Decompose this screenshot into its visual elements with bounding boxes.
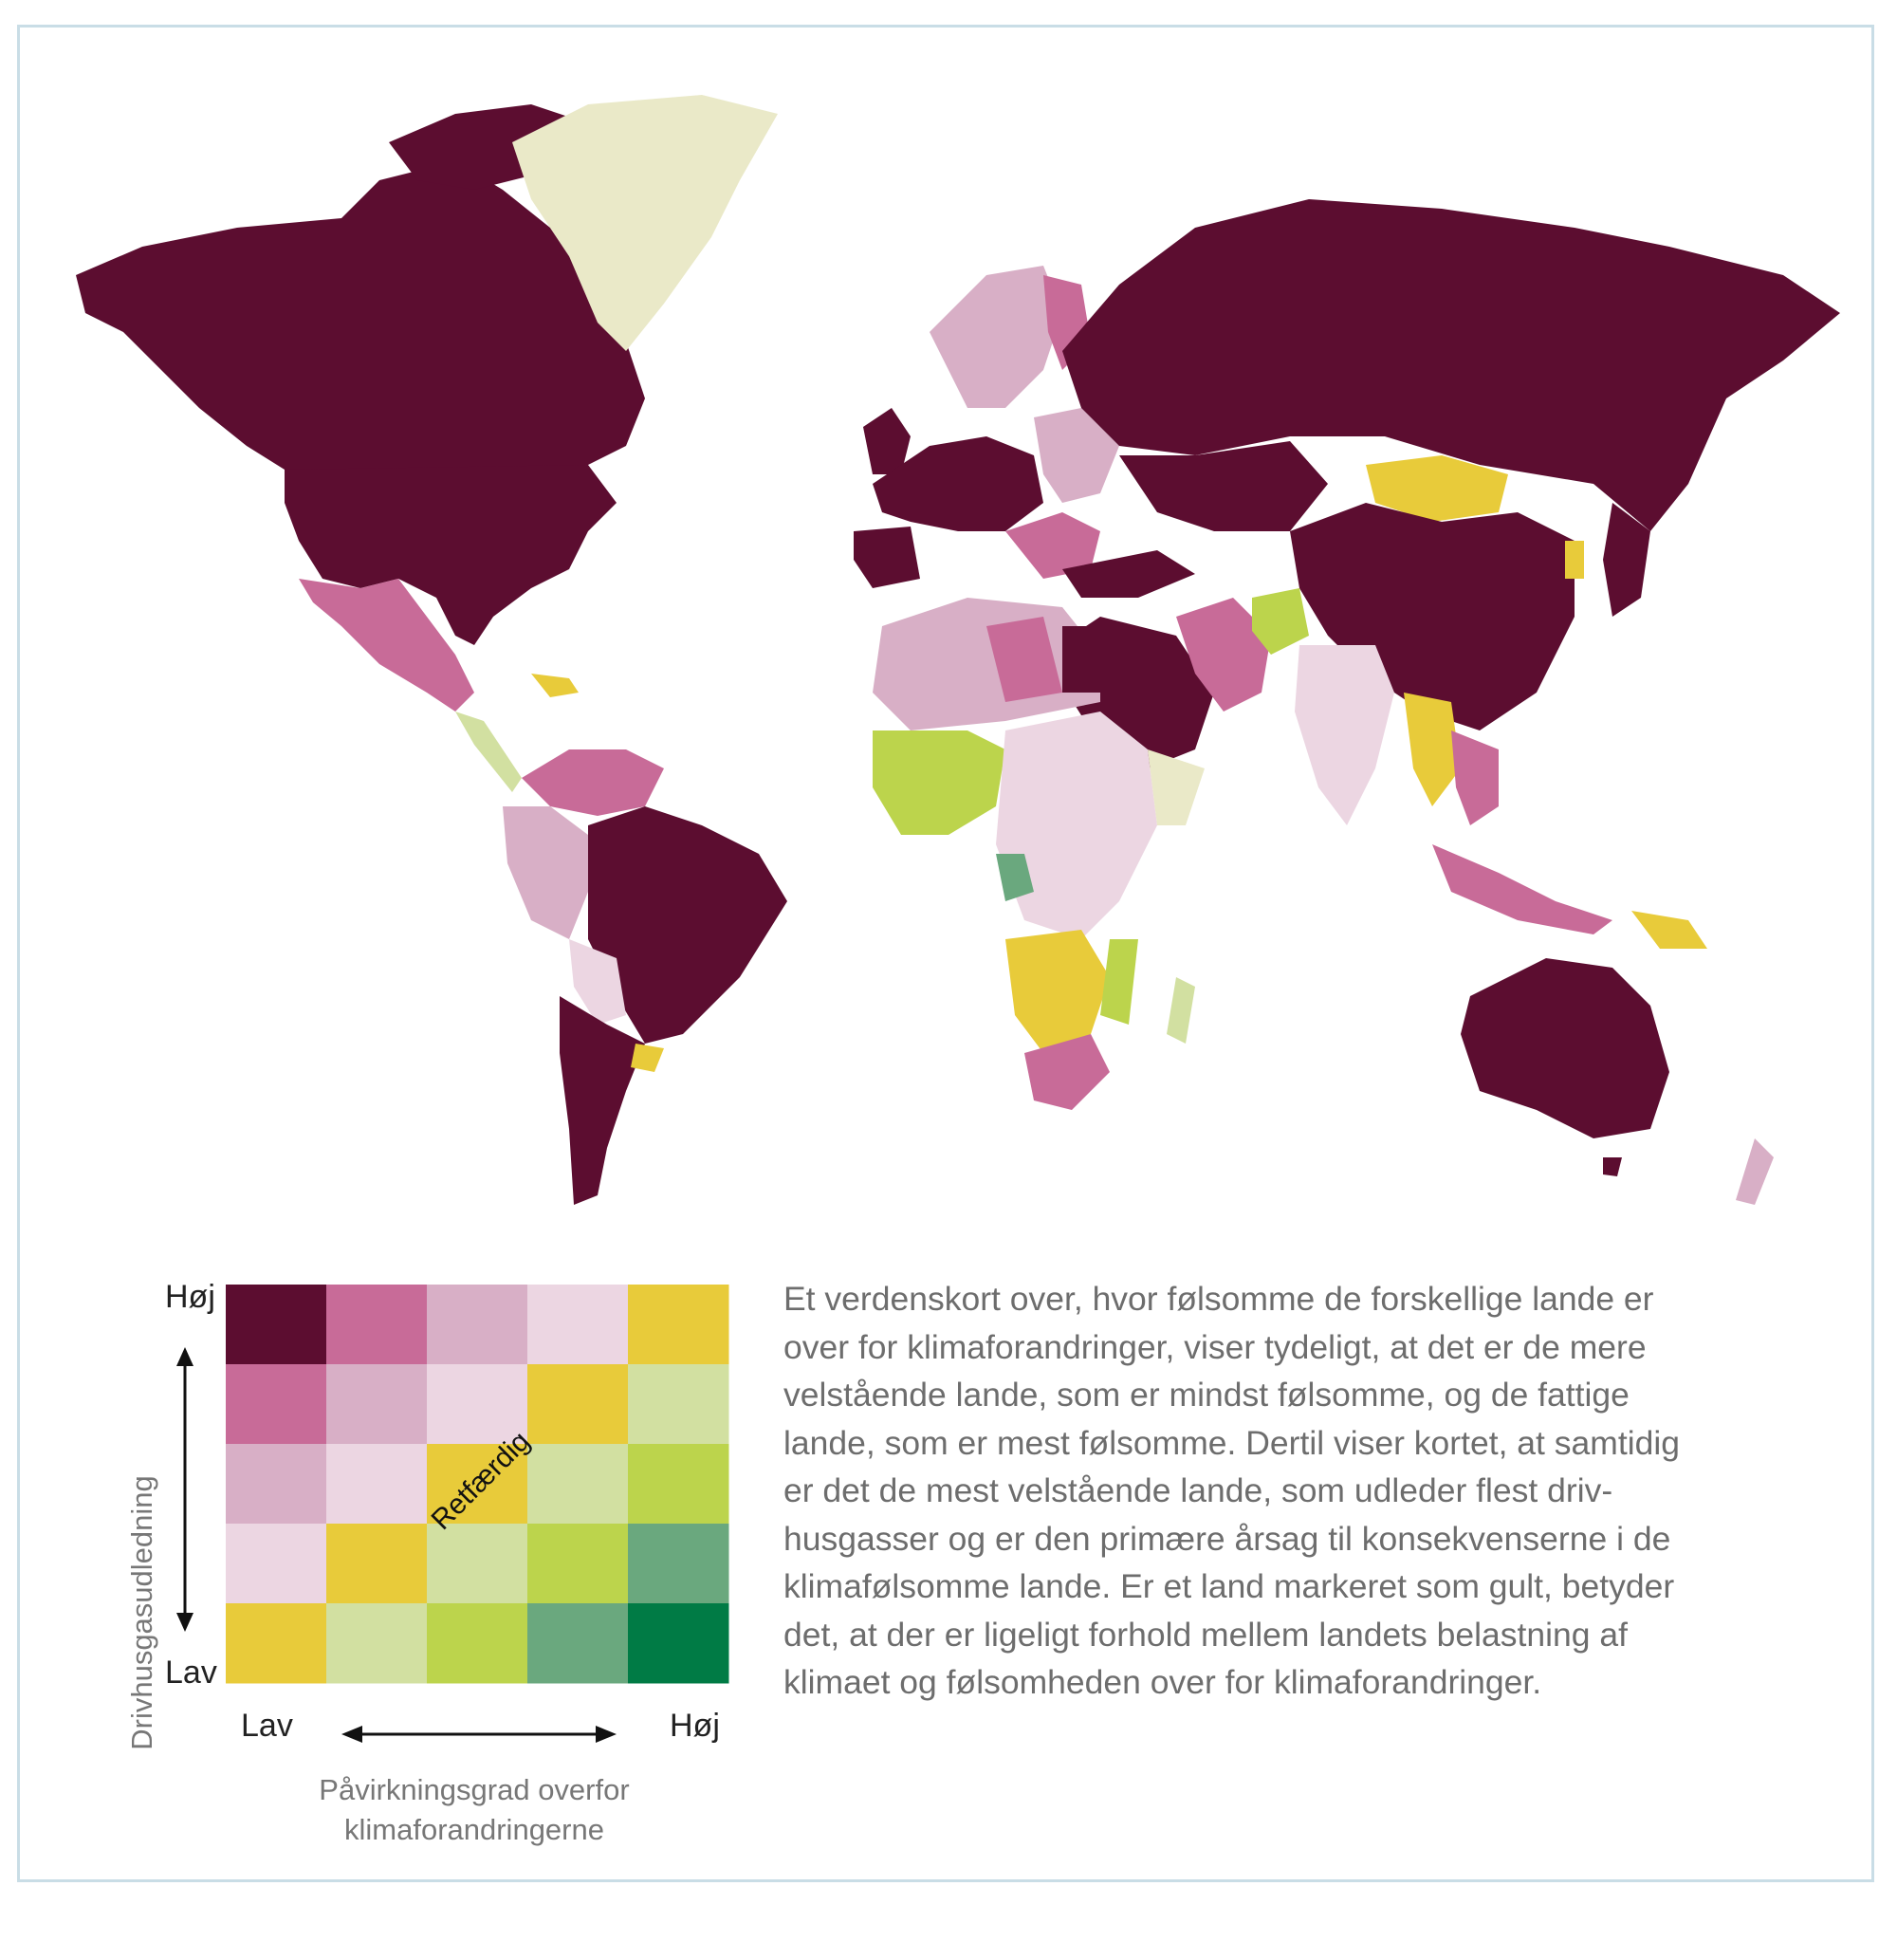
world-map (76, 95, 1840, 1205)
region-horn (1148, 749, 1205, 825)
region-libya (986, 617, 1062, 702)
legend-y-high: Høj (165, 1279, 215, 1315)
legend-x-high: Høj (670, 1708, 720, 1744)
legend-cell (427, 1444, 528, 1525)
region-russia (1062, 199, 1840, 531)
region-mozambique (1100, 939, 1138, 1025)
legend-cell (226, 1285, 327, 1365)
caption: Et verdenskort over, hvor følsomme de fo… (783, 1280, 1680, 1701)
region-egypt (1062, 626, 1119, 693)
legend-cell (527, 1524, 629, 1604)
legend-cell (326, 1603, 428, 1684)
region-southern-africa (1005, 930, 1110, 1053)
region-south-africa (1024, 1034, 1110, 1110)
region-central-africa (996, 712, 1157, 939)
region-korea (1565, 541, 1584, 579)
legend-x-title: Påvirkningsgrad overfor klimaforandringe… (190, 1770, 759, 1850)
region-madagascar (1167, 977, 1195, 1044)
legend-cell (527, 1285, 629, 1365)
legend-cell (326, 1285, 428, 1365)
region-turkey (1062, 550, 1195, 598)
figure-frame (17, 25, 1874, 1882)
region-southeast-asia (1404, 693, 1461, 806)
legend-cell (527, 1603, 629, 1684)
region-uk-ireland (863, 408, 911, 474)
x-arrow-right (596, 1726, 617, 1743)
region-tasmania (1603, 1157, 1622, 1176)
region-eastern-europe (1034, 408, 1119, 503)
region-andes (503, 806, 588, 939)
legend-y-title: Drivhusgasudledning (125, 1475, 158, 1750)
region-argentina-chile (560, 996, 645, 1205)
legend-cell (226, 1524, 327, 1604)
legend-cell (326, 1364, 428, 1445)
region-venezuela-colombia (522, 749, 664, 816)
legend-cell (527, 1444, 629, 1525)
region-brazil (588, 806, 787, 1044)
region-iran (1176, 598, 1271, 712)
legend-x-low: Lav (241, 1708, 293, 1744)
legend-cell (226, 1603, 327, 1684)
legend-cell (226, 1444, 327, 1525)
y-arrow-up (176, 1347, 193, 1366)
region-congo (996, 854, 1034, 901)
region-mongolia (1366, 455, 1508, 522)
region-west-africa (873, 730, 1005, 835)
region-balkans (1005, 512, 1100, 579)
region-india (1295, 645, 1394, 825)
legend-cell (427, 1285, 528, 1365)
legend-cell (326, 1444, 428, 1525)
legend: Retfærdig (176, 1285, 729, 1743)
region-indochina (1451, 730, 1499, 825)
region-caribbean (531, 674, 579, 697)
region-indonesia (1432, 844, 1612, 934)
region-afghanistan (1252, 588, 1309, 655)
region-uruguay (631, 1044, 664, 1072)
region-western-europe (873, 436, 1043, 531)
region-china (1290, 503, 1575, 730)
region-usa (285, 465, 617, 645)
legend-grid (226, 1285, 729, 1684)
legend-cell (427, 1364, 528, 1445)
region-bolivia-paraguay (569, 939, 626, 1025)
y-arrow-down (176, 1613, 193, 1632)
region-greenland (512, 95, 778, 351)
legend-cell (226, 1364, 327, 1445)
legend-cell (427, 1603, 528, 1684)
legend-cell (628, 1364, 729, 1445)
legend-cell (527, 1364, 629, 1445)
x-arrow-left (341, 1726, 362, 1743)
region-kazakhstan (1119, 441, 1328, 531)
region-iberia (854, 527, 920, 588)
region-central-america (455, 712, 522, 792)
region-canada (76, 161, 645, 474)
legend-cell (427, 1524, 528, 1604)
legend-cell (628, 1444, 729, 1525)
region-japan (1603, 503, 1650, 617)
legend-cell (628, 1285, 729, 1365)
region-new-zealand (1736, 1138, 1774, 1205)
region-australia (1461, 958, 1669, 1138)
region-scandinavia (930, 266, 1062, 408)
region-mexico (299, 579, 474, 712)
legend-y-low: Lav (165, 1655, 217, 1691)
legend-cell (628, 1524, 729, 1604)
legend-cell (628, 1603, 729, 1684)
legend-cell (326, 1524, 428, 1604)
legend-x-title-line1: Påvirkningsgrad overfor (319, 1773, 630, 1806)
legend-x-title-line2: klimaforandringerne (344, 1813, 604, 1846)
region-papua (1631, 911, 1707, 949)
